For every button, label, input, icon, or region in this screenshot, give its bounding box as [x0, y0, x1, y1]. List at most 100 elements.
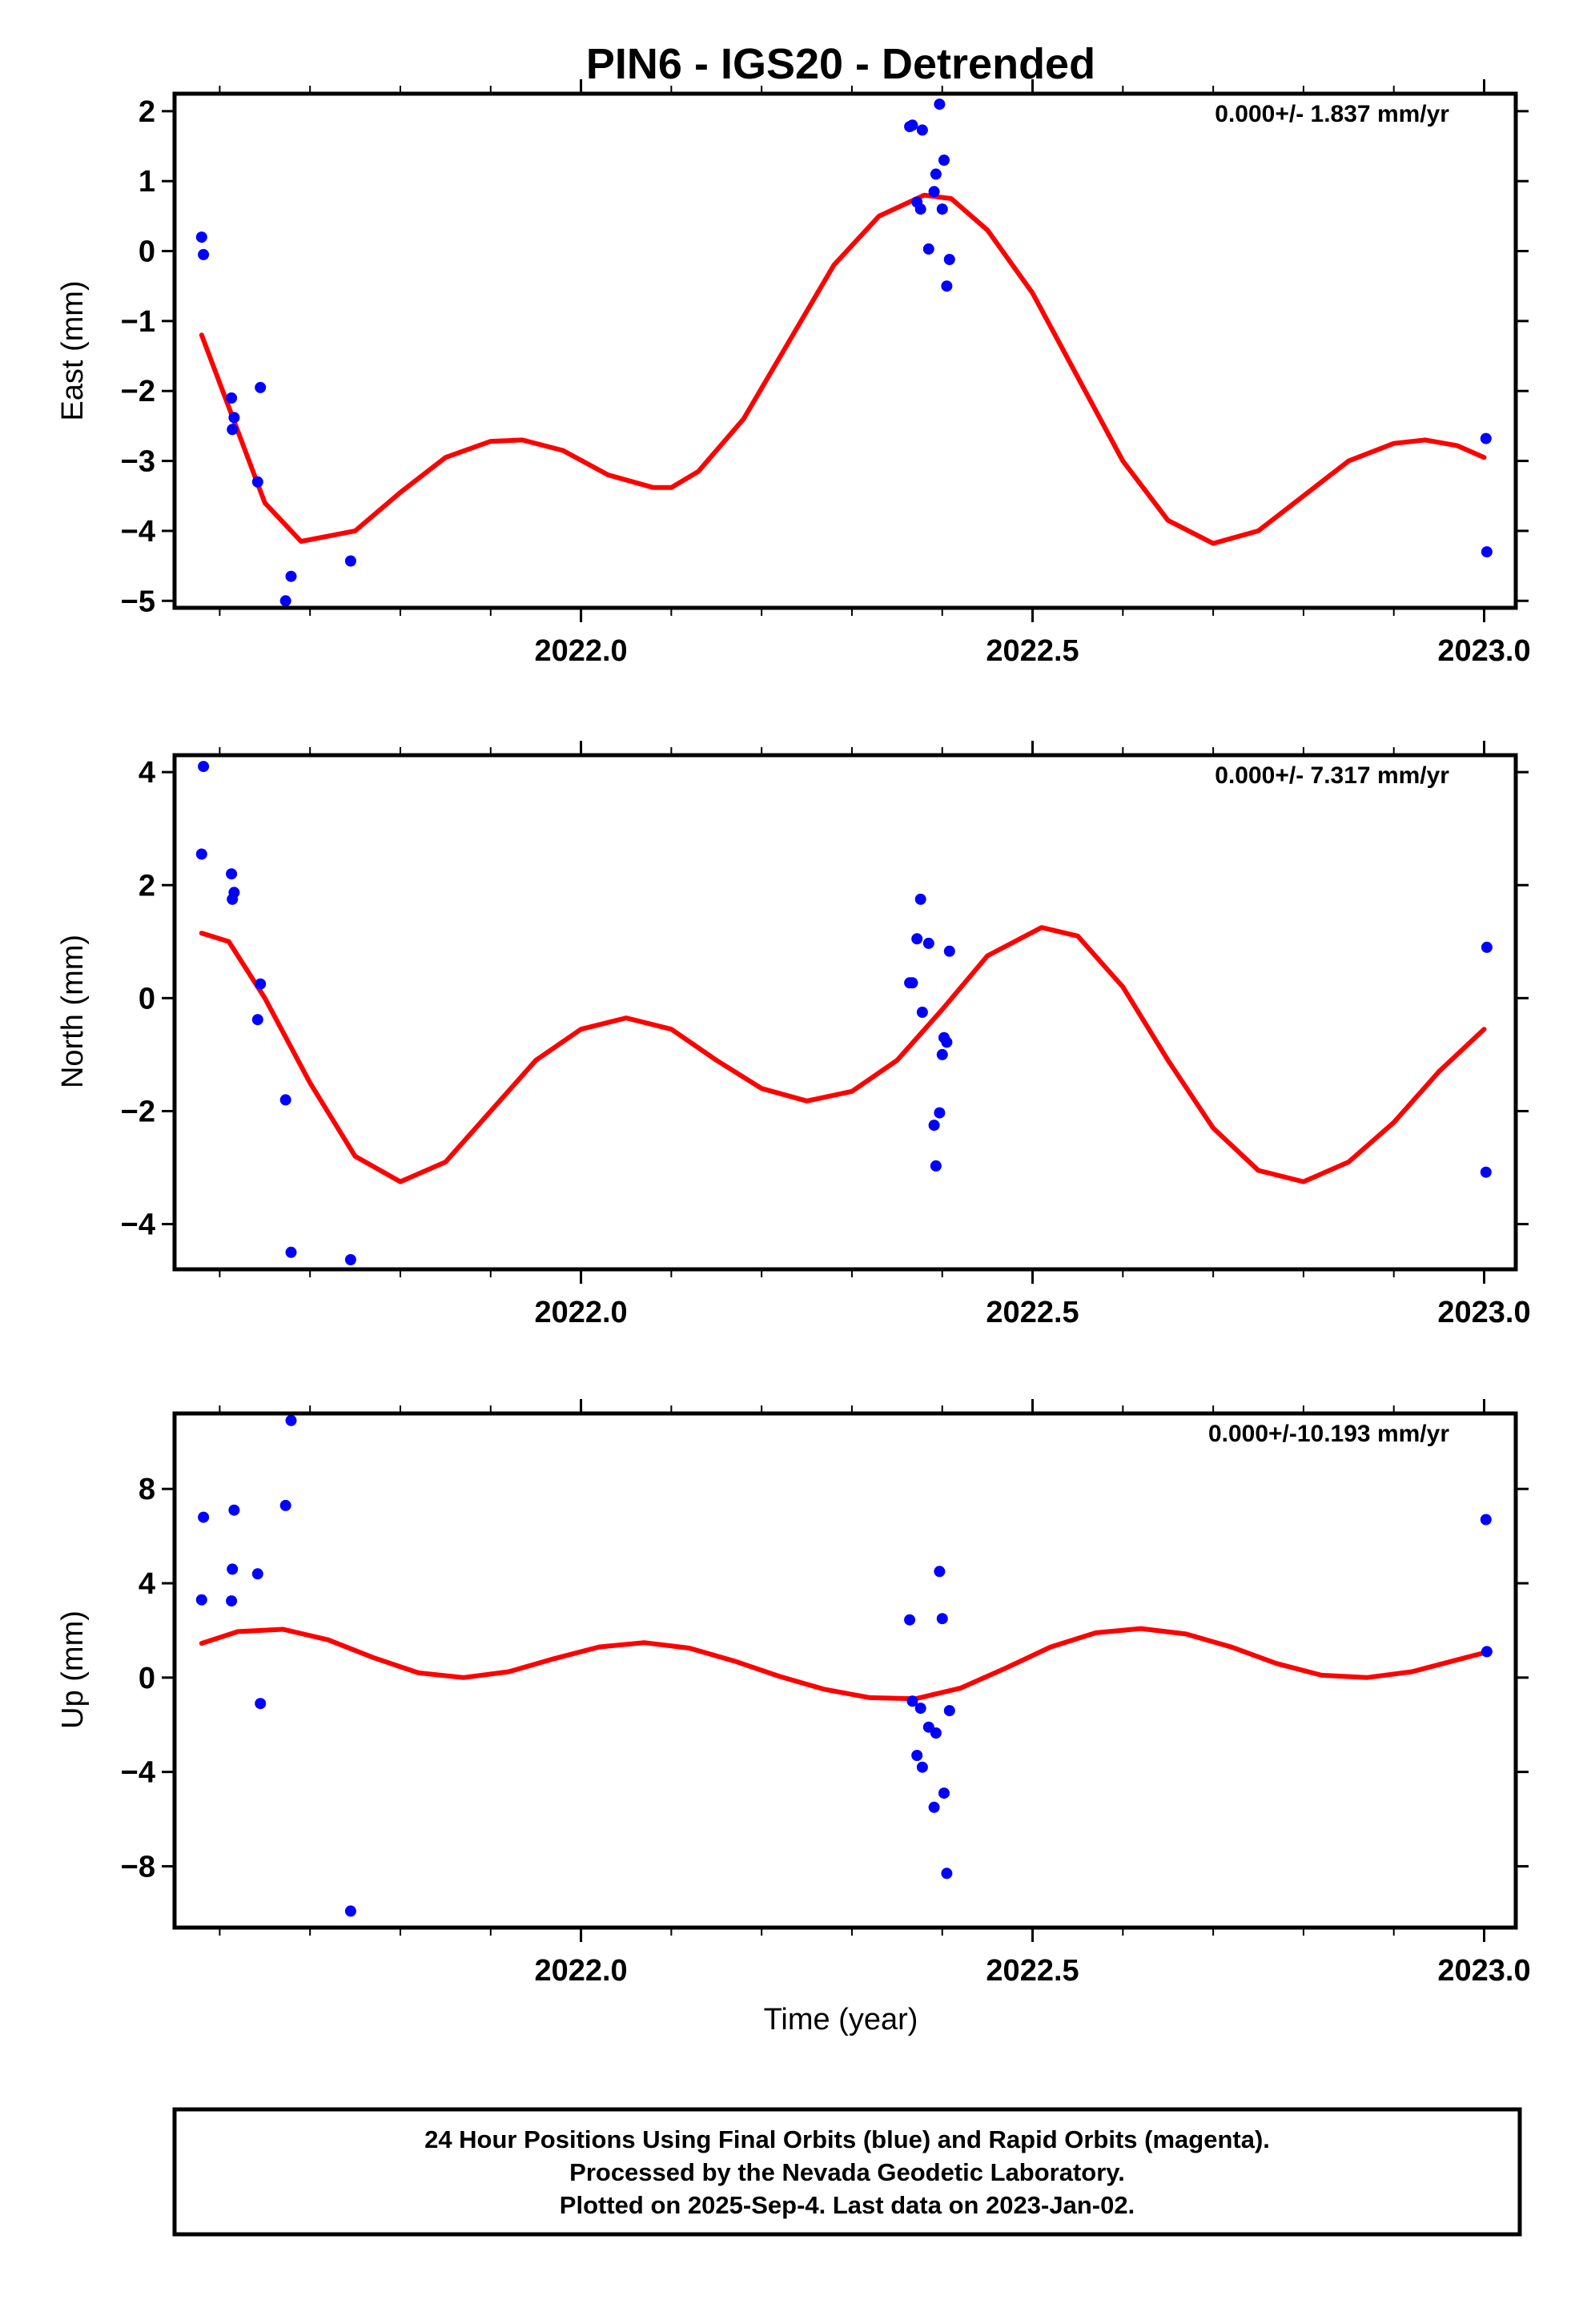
panel-north-data-point: [934, 1107, 946, 1119]
panel-north-data-point: [344, 1254, 356, 1265]
panel-up-data-point: [934, 1566, 946, 1578]
panel-up-data-point: [911, 1750, 923, 1761]
panel-east-data-point: [914, 203, 926, 215]
panel-north-y-tick-label: 4: [139, 756, 155, 790]
panel-east: 2022.0 2022.5 2023.0 2 1 0 −1 −2 −3 −4 −5 East (mm…: [56, 79, 1531, 668]
panel-north-data-point: [941, 1036, 953, 1048]
chart-title: PIN6 - IGS20 - Detrended: [586, 40, 1095, 88]
panel-east-data-point: [227, 424, 239, 436]
footer-line-1: 24 Hour Positions Using Final Orbits (bl…: [424, 2125, 1270, 2153]
footer-frame: [172, 2107, 1522, 2237]
panel-north-y-tick-label: 0: [139, 982, 155, 1015]
panel-north-data-point: [1481, 941, 1493, 953]
panel-north: 2022.0 2022.5 2023.0 4 2 0 −2 −4 North (mm) 0.0…: [56, 741, 1531, 1329]
panel-north-x-tick-label: 2023.0: [1437, 1296, 1530, 1329]
panel-up-data-point: [941, 1868, 953, 1880]
panel-up-data-point: [279, 1499, 291, 1511]
panel-north-x-tick-label: 2022.5: [986, 1296, 1079, 1329]
panel-up-ylabel: Up (mm): [56, 1610, 90, 1729]
panel-north-content: 2022.0 2022.5 2023.0 4 2 0 −2 −4: [121, 741, 1531, 1329]
panel-east-data-point: [930, 168, 942, 180]
panel-north-frame: [172, 753, 1518, 1272]
footer-line-2: Processed by the Nevada Geodetic Laborat…: [569, 2158, 1125, 2186]
panel-up-data-point: [228, 1504, 240, 1516]
panel-east-data-point: [198, 248, 210, 260]
panel-up: 2022.0 2022.5 2023.0 8 4 0 −4 −8 Up (mm) 0.000+…: [56, 1399, 1531, 1988]
panel-up-data-point: [930, 1727, 942, 1739]
panel-up-x-tick-label: 2022.0: [534, 1954, 627, 1988]
panel-east-ylabel: East (mm): [56, 280, 90, 420]
panel-up-content: 2022.0 2022.5 2023.0 8 4 0 −4 −8: [121, 1399, 1531, 1988]
x-axis-label: Time (year): [764, 2003, 918, 2037]
panel-up-data-point: [285, 1414, 297, 1426]
panel-east-data-point: [936, 203, 948, 215]
panel-north-data-point: [1480, 1166, 1492, 1178]
panel-east-data-point: [916, 124, 928, 136]
panel-north-data-point: [916, 1007, 928, 1018]
panel-north-data-point: [255, 978, 267, 990]
panel-north-data-point: [251, 1014, 263, 1026]
panel-up-data-point: [906, 1695, 918, 1707]
panel-east-data-point: [906, 119, 918, 131]
panel-up-x-tick-label: 2022.5: [986, 1954, 1079, 1988]
panel-up-x-tick-label: 2023.0: [1437, 1954, 1530, 1988]
panel-up-data-point: [255, 1698, 267, 1710]
panel-north-y-tick-label: −4: [121, 1208, 155, 1242]
panel-up-data-point: [1480, 1514, 1492, 1526]
panel-east-y-tick-label: 2: [139, 95, 155, 129]
panel-north-rate-label: 0.000+/- 7.317 mm/yr: [1215, 762, 1449, 789]
panel-east-data-point: [922, 243, 934, 255]
panel-east-y-tick-label: −5: [121, 585, 155, 618]
panel-east-content: 2022.0 2022.5 2023.0 2 1 0 −1 −2 −3 −4 −5: [121, 79, 1531, 668]
panel-north-data-point: [906, 977, 918, 989]
panel-east-data-point: [255, 381, 267, 393]
footer-box: 24 Hour Positions Using Final Orbits (bl…: [172, 2107, 1522, 2237]
panel-north-x-tick-label: 2022.0: [534, 1296, 627, 1329]
panel-north-data-point: [914, 893, 926, 905]
panel-east-fit-curve: [199, 192, 1487, 546]
panel-up-data-point: [1481, 1646, 1493, 1658]
panel-up-data-point: [344, 1905, 356, 1917]
panel-up-y-tick-label: 4: [139, 1567, 155, 1601]
panel-north-data-point: [195, 848, 207, 860]
panel-east-x-tick-label: 2022.5: [986, 634, 1079, 668]
panel-east-data-point: [1481, 546, 1493, 558]
panel-up-data-point: [928, 1801, 940, 1813]
panel-east-data-point: [1480, 432, 1492, 444]
panel-north-y-tick-label: −2: [121, 1095, 155, 1128]
panel-up-data-point: [195, 1594, 207, 1606]
panel-north-data-point: [226, 868, 238, 880]
panel-up-data-point: [938, 1787, 950, 1799]
panel-east-data-point: [934, 99, 946, 111]
panel-up-data-point: [936, 1613, 948, 1625]
panel-up-data-point: [943, 1705, 955, 1717]
panel-east-data-point: [943, 254, 955, 265]
panel-up-data-point: [198, 1511, 210, 1523]
panel-up-data-point: [904, 1614, 916, 1626]
panel-east-data-point: [285, 570, 297, 582]
panel-up-y-tick-label: −8: [121, 1850, 155, 1884]
panel-east-data-point: [251, 476, 263, 488]
panel-east-y-tick-label: −3: [121, 445, 155, 479]
panel-east-y-tick-label: −1: [121, 305, 155, 339]
panel-east-y-tick-label: 0: [139, 235, 155, 269]
panel-north-data-point: [930, 1160, 942, 1172]
panel-north-data-point: [198, 761, 210, 773]
panel-north-data-point: [936, 1048, 948, 1060]
panel-north-y-tick-label: 2: [139, 869, 155, 903]
panel-east-data-point: [226, 392, 238, 404]
panel-north-data-point: [928, 1120, 940, 1132]
panel-east-x-tick-label: 2022.0: [534, 634, 627, 668]
panel-up-data-point: [227, 1563, 239, 1575]
panel-north-data-point: [228, 887, 240, 899]
panel-east-data-point: [344, 555, 356, 567]
panel-east-y-tick-label: −4: [121, 515, 155, 549]
panel-up-data-point: [916, 1761, 928, 1773]
panel-up-rate-label: 0.000+/-10.193 mm/yr: [1208, 1421, 1449, 1447]
panel-north-data-point: [943, 945, 955, 957]
panel-east-x-tick-label: 2023.0: [1437, 634, 1530, 668]
panel-up-data-point: [914, 1703, 926, 1715]
panel-east-frame: [172, 91, 1518, 610]
panel-north-data-point: [279, 1094, 291, 1106]
